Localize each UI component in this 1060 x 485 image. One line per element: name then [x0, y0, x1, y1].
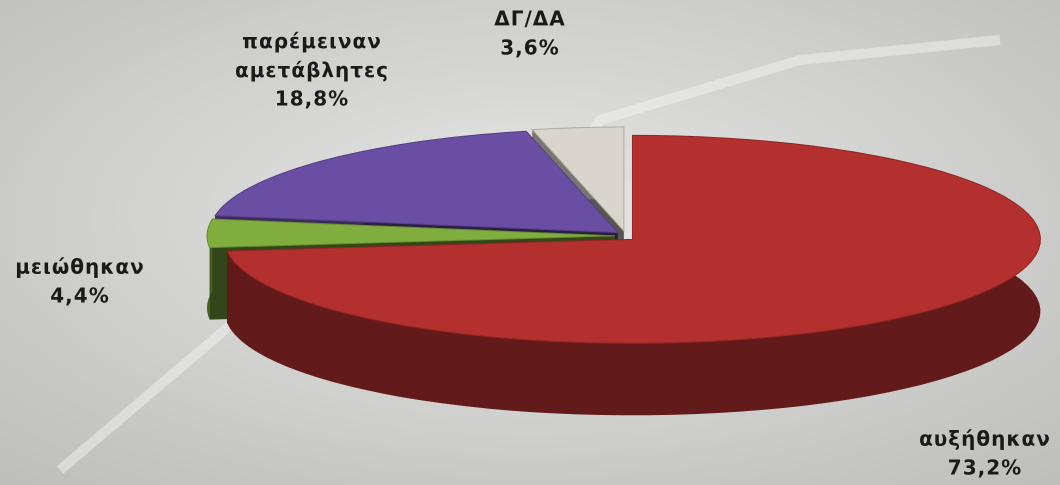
- value-label: 73,2%: [948, 456, 1022, 480]
- category-label: μειώθηκαν: [15, 255, 145, 279]
- value-label: 18,8%: [275, 87, 349, 111]
- value-label: 3,6%: [500, 36, 559, 60]
- category-label: ΔΓ/ΔΑ: [494, 7, 565, 31]
- category-label: αυξήθηκαν: [919, 427, 1051, 451]
- chart: αυξήθηκαν73,2%μειώθηκαν4,4%παρέμειναναμε…: [0, 0, 1060, 485]
- value-label: 4,4%: [50, 284, 109, 308]
